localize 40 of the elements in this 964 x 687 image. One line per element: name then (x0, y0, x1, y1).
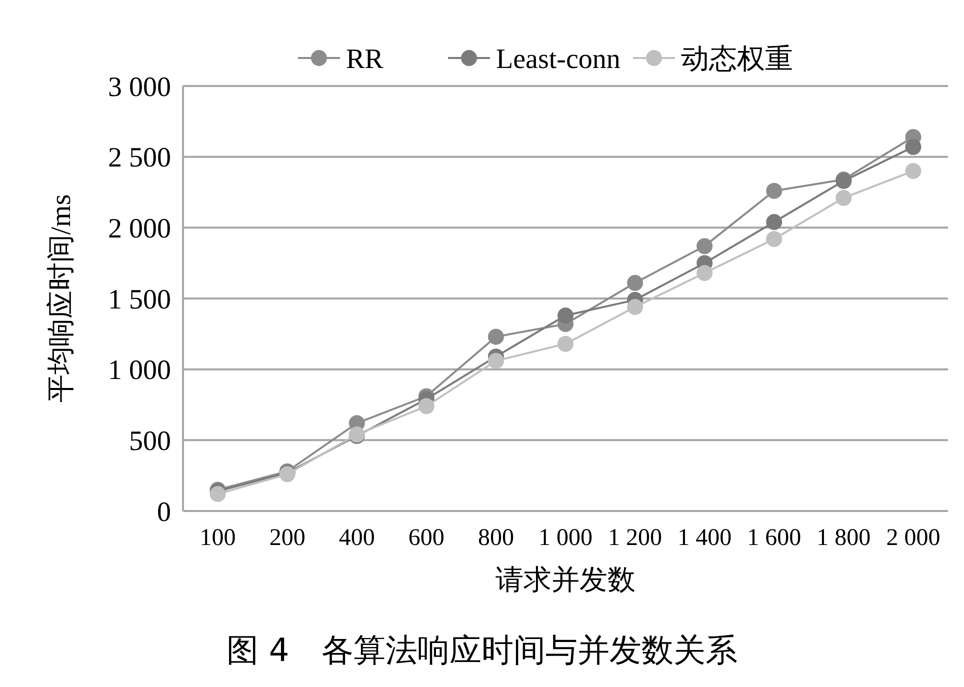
point (627, 299, 644, 315)
point (905, 163, 922, 179)
legend-label: 动态权重 (681, 44, 793, 75)
y-tick-label: 3 000 (108, 72, 171, 103)
legend-label: Least-conn (496, 44, 620, 75)
y-tick-label: 500 (129, 426, 171, 457)
x-tick-label: 800 (478, 525, 514, 551)
x-tick-label: 1 000 (538, 525, 592, 551)
point (766, 231, 782, 247)
x-axis-title: 请求并发数 (496, 565, 636, 596)
point (696, 238, 713, 254)
x-tick-label: 600 (408, 525, 444, 551)
y-tick-label: 2 500 (108, 142, 171, 174)
caption: 图 4 各算法响应时间与并发数关系 (226, 631, 738, 669)
x-tick-label: 1 200 (608, 525, 662, 551)
point (558, 336, 574, 352)
x-tick-label: 1 600 (747, 525, 802, 551)
point (558, 308, 574, 324)
point (766, 214, 782, 230)
y-tick-label: 2 000 (108, 213, 171, 244)
y-tick-label: 0 (157, 496, 171, 528)
point (210, 486, 226, 502)
x-tick-label: 1 400 (678, 525, 732, 551)
x-tick-label: 200 (269, 525, 306, 551)
y-tick-label: 1 000 (108, 355, 171, 386)
point (488, 328, 504, 345)
point (905, 138, 922, 155)
legend-label: RR (346, 44, 384, 75)
point (488, 352, 504, 369)
point (627, 274, 644, 291)
x-tick-label: 1 800 (816, 525, 871, 551)
point (766, 182, 782, 199)
x-tick-label: 100 (200, 525, 236, 551)
y-tick-label: 1 500 (108, 284, 171, 316)
point (696, 265, 713, 281)
y-axis-title: 平均响应时间/ms (46, 194, 77, 403)
point (418, 398, 434, 414)
point (836, 190, 852, 206)
x-tick-label: 2 000 (886, 525, 940, 551)
x-tick-label: 400 (338, 525, 375, 551)
